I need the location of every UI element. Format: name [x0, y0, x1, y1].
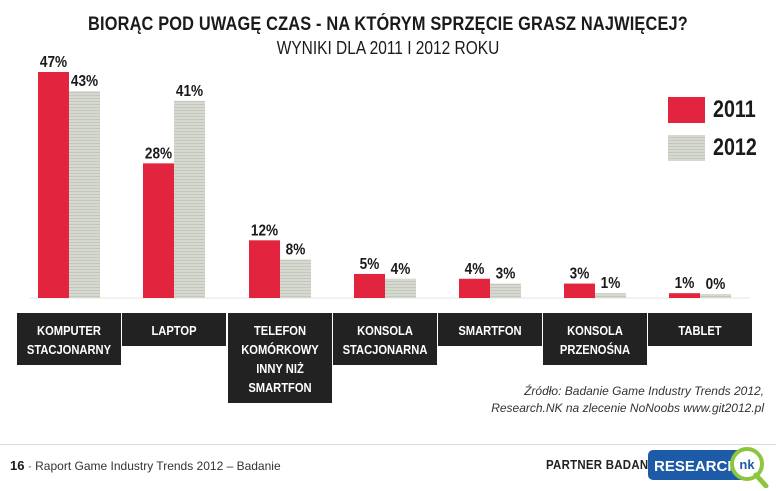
category-label-2-1: KOMÓRKOWY	[241, 341, 319, 357]
data-label-2011-5: 3%	[570, 266, 590, 283]
category-box-0	[17, 313, 121, 365]
bar-2012-6	[700, 294, 731, 298]
bar-2012-5	[595, 293, 626, 298]
category-label-4-0: SMARTFON	[458, 323, 521, 338]
category-box-4	[438, 313, 542, 346]
bar-2011-1	[143, 163, 174, 298]
data-label-2012-2: 8%	[286, 242, 306, 259]
category-label-3-0: KONSOLA	[357, 323, 413, 338]
logo-badge-text: nk	[739, 457, 755, 472]
bar-2012-1	[174, 100, 205, 298]
logo-magnifier-ring	[730, 447, 764, 481]
bar-2011-4	[459, 278, 490, 298]
category-box-5	[543, 313, 647, 365]
bar-chart: 47%43% KOMPUTER STACJONARNY 28% 41% LAPTOP 12%…	[17, 54, 752, 403]
data-label-2012-0: 43%	[71, 73, 98, 90]
chart-subtitle: WYNIKI DLA 2011 I 2012 ROKU	[276, 38, 500, 58]
data-label-2011-3: 5%	[360, 256, 380, 273]
category-label-3-1: STACJONARNA	[343, 342, 428, 357]
category-label-2-0: TELEFON	[254, 323, 306, 338]
research-nk-logo: RESEARCH nk	[648, 447, 769, 488]
category-label-5-1: PRZENOŚNA	[560, 341, 630, 357]
legend-item-2011: 2011	[668, 96, 765, 124]
category-label-5-0: KONSOLA	[567, 323, 623, 338]
source-note: Źródło: Badanie Game Industry Trends 201…	[364, 383, 764, 417]
category-label-2-3: SMARTFON	[248, 380, 311, 395]
footer-divider	[0, 444, 776, 445]
category-box-1	[122, 313, 226, 346]
legend-swatch-2012	[668, 135, 705, 161]
category-box-3	[333, 313, 437, 365]
bar-2011-5	[564, 283, 595, 298]
source-line-1: Źródło: Badanie Game Industry Trends 201…	[524, 384, 764, 398]
data-label-2011-2: 12%	[251, 222, 278, 239]
category-box-6	[648, 313, 752, 346]
logo-text: RESEARCH	[654, 458, 738, 475]
category-label-0-1: STACJONARNY	[27, 342, 111, 357]
data-label-2012-3: 4%	[391, 261, 411, 278]
category-box-2	[228, 313, 332, 403]
legend-label-2012: 2012	[713, 134, 757, 161]
data-label-2011-6: 1%	[675, 275, 695, 292]
source-line-2: Research.NK na zlecenie NoNoobs www.git2…	[491, 401, 764, 415]
page-number: 16	[10, 458, 25, 473]
data-label-2012-4: 3%	[496, 266, 516, 283]
category-label-0-0: KOMPUTER	[37, 323, 101, 338]
data-label-2011-1: 28%	[145, 145, 172, 162]
legend-item-2012: 2012	[668, 134, 766, 162]
logo-magnifier-handle	[753, 472, 769, 488]
bar-2012-4	[490, 283, 521, 298]
bar-2012-2	[280, 259, 311, 298]
bar-2011-3	[354, 273, 385, 298]
data-label-2012-6: 0%	[706, 276, 726, 293]
bar-2012-0	[69, 91, 100, 298]
logo-background	[648, 450, 748, 480]
category-label-6-0: TABLET	[678, 323, 722, 338]
legend-swatch-2011	[668, 97, 705, 123]
partner-label: PARTNER BADANIA:	[546, 457, 665, 472]
data-label-2012-1: 41%	[176, 83, 203, 100]
data-label-2011-0: 47%	[40, 54, 67, 71]
data-label-2012-5: 1%	[601, 275, 621, 292]
bar-2011-0	[38, 72, 69, 298]
bar-2012-3	[385, 278, 416, 298]
category-label-1-0: LAPTOP	[151, 323, 196, 338]
footer-report-info: 16 · Raport Game Industry Trends 2012 – …	[10, 458, 281, 473]
bar-2011-6	[669, 293, 700, 298]
category-label-2-2: INNY NIŻ	[256, 360, 304, 376]
data-label-2011-4: 4%	[465, 261, 485, 278]
report-name: · Raport Game Industry Trends 2012 – Bad…	[27, 459, 281, 473]
bar-2011-2	[249, 240, 280, 298]
legend-label-2011: 2011	[713, 96, 756, 123]
chart-title: BIORĄC POD UWAGĘ CZAS - NA KTÓRYM SPRZĘC…	[88, 14, 688, 35]
